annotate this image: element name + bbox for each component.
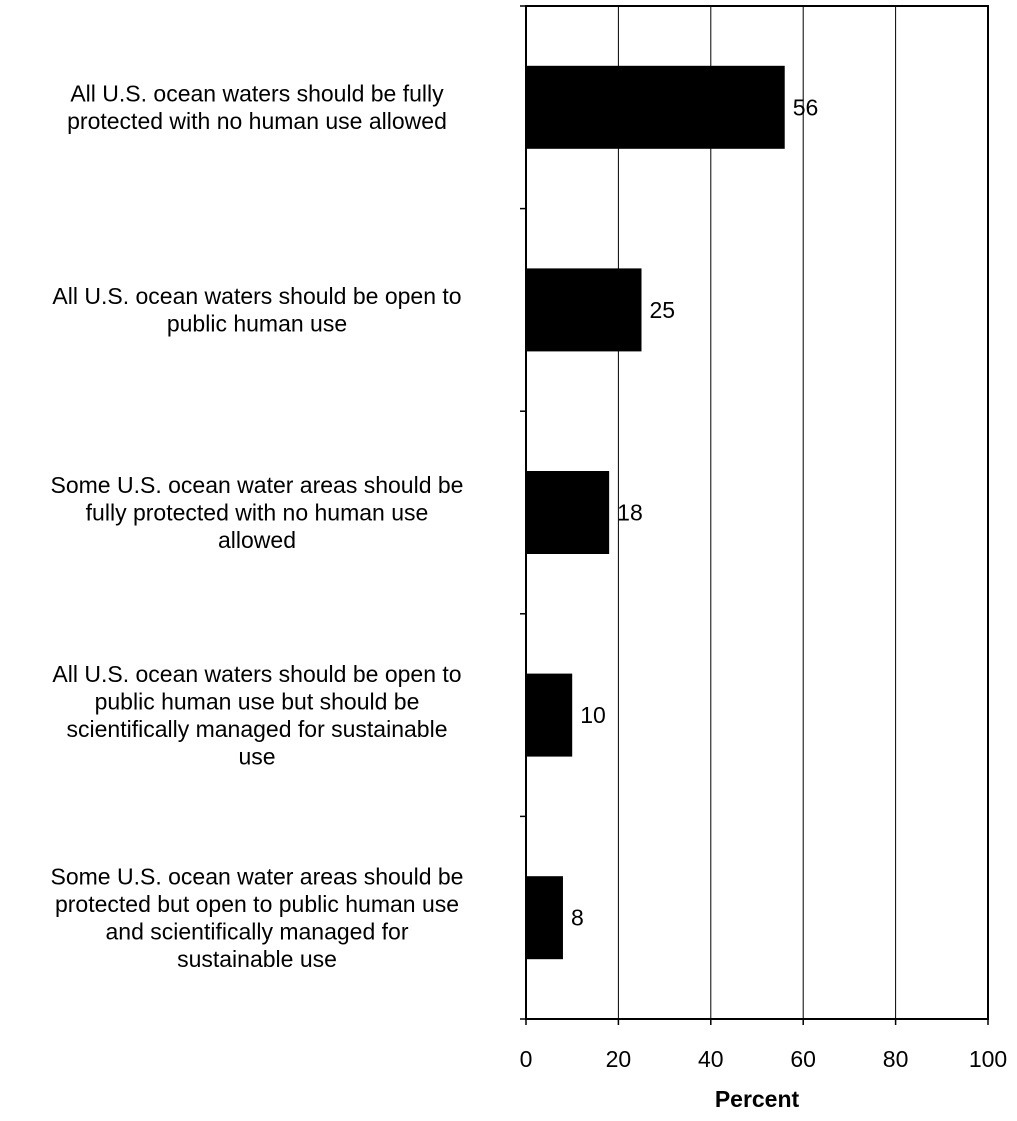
x-axis-title: Percent — [715, 1086, 800, 1112]
bar — [526, 65, 785, 149]
x-tick-label: 60 — [790, 1046, 816, 1072]
data-label: 10 — [580, 702, 606, 728]
gridlines — [617, 6, 989, 1019]
x-tick-label: 100 — [969, 1046, 1007, 1072]
labels: 0 20 40 60 80 100 56 All U.S. ocean waters shou… — [51, 81, 1008, 1072]
bar — [526, 471, 610, 554]
bars — [526, 65, 785, 960]
x-tick-label: 20 — [606, 1046, 632, 1072]
data-label: 18 — [617, 500, 643, 526]
data-label: 8 — [571, 905, 584, 931]
data-label: 25 — [650, 297, 676, 323]
bar — [526, 268, 642, 352]
bar — [526, 673, 573, 757]
x-tick-label: 80 — [883, 1046, 909, 1072]
axes — [520, 5, 989, 1025]
x-tick-label: 0 — [520, 1046, 533, 1072]
category-label: All U.S. ocean waters should be open to p… — [52, 661, 461, 770]
plot-frame — [525, 5, 989, 1020]
category-label: Some U.S. ocean water areas should be ful… — [51, 472, 464, 553]
x-tick-label: 40 — [698, 1046, 724, 1072]
category-label: All U.S. ocean waters should be open to p… — [52, 283, 461, 337]
category-label: Some U.S. ocean water areas should be pro… — [51, 863, 464, 972]
data-label: 56 — [793, 94, 819, 120]
category-label: All U.S. ocean waters should be fully pro… — [67, 81, 447, 135]
bar — [526, 876, 563, 960]
